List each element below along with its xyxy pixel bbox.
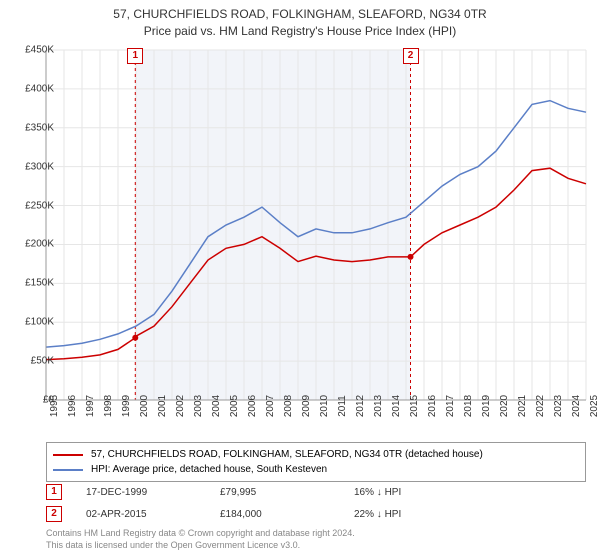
footer-line-1: Contains HM Land Registry data © Crown c… bbox=[46, 528, 355, 540]
chart-svg bbox=[46, 50, 586, 400]
x-tick-label: 2017 bbox=[445, 395, 456, 417]
x-tick-label: 2007 bbox=[265, 395, 276, 417]
y-tick-label: £350K bbox=[14, 122, 54, 133]
marker-badge-1: 1 bbox=[46, 484, 62, 500]
x-tick-label: 2021 bbox=[517, 395, 528, 417]
y-tick-label: £100K bbox=[14, 317, 54, 328]
x-tick-label: 2000 bbox=[139, 395, 150, 417]
y-tick-label: £0 bbox=[14, 395, 54, 406]
footer: Contains HM Land Registry data © Crown c… bbox=[46, 528, 355, 551]
x-tick-label: 2015 bbox=[409, 395, 420, 417]
x-tick-label: 2006 bbox=[247, 395, 258, 417]
transaction-row-1: 1 17-DEC-1999 £79,995 16% ↓ HPI bbox=[46, 484, 586, 500]
x-tick-label: 2001 bbox=[157, 395, 168, 417]
legend-label-1: 57, CHURCHFIELDS ROAD, FOLKINGHAM, SLEAF… bbox=[91, 447, 483, 462]
transaction-delta-1: 16% ↓ HPI bbox=[354, 487, 464, 498]
x-tick-label: 2009 bbox=[301, 395, 312, 417]
x-tick-label: 1997 bbox=[85, 395, 96, 417]
y-tick-label: £300K bbox=[14, 161, 54, 172]
x-tick-label: 2004 bbox=[211, 395, 222, 417]
x-tick-label: 2011 bbox=[337, 395, 348, 417]
transaction-delta-2: 22% ↓ HPI bbox=[354, 509, 464, 520]
transaction-date-2: 02-APR-2015 bbox=[86, 509, 196, 520]
x-tick-label: 1995 bbox=[49, 395, 60, 417]
x-tick-label: 1996 bbox=[67, 395, 78, 417]
y-tick-label: £450K bbox=[14, 45, 54, 56]
transaction-row-2: 2 02-APR-2015 £184,000 22% ↓ HPI bbox=[46, 506, 586, 522]
y-tick-label: £250K bbox=[14, 200, 54, 211]
x-tick-label: 2005 bbox=[229, 395, 240, 417]
legend: 57, CHURCHFIELDS ROAD, FOLKINGHAM, SLEAF… bbox=[46, 442, 586, 482]
x-tick-label: 2025 bbox=[589, 395, 600, 417]
legend-item-1: 57, CHURCHFIELDS ROAD, FOLKINGHAM, SLEAF… bbox=[53, 447, 579, 462]
transaction-price-2: £184,000 bbox=[220, 509, 330, 520]
y-tick-label: £150K bbox=[14, 278, 54, 289]
legend-label-2: HPI: Average price, detached house, Sout… bbox=[91, 462, 327, 477]
chart-plot-area bbox=[46, 50, 586, 400]
x-tick-label: 2012 bbox=[355, 395, 366, 417]
transaction-price-1: £79,995 bbox=[220, 487, 330, 498]
x-tick-label: 2008 bbox=[283, 395, 294, 417]
title-line-2: Price paid vs. HM Land Registry's House … bbox=[0, 23, 600, 40]
x-tick-label: 2014 bbox=[391, 395, 402, 417]
chart-container: 57, CHURCHFIELDS ROAD, FOLKINGHAM, SLEAF… bbox=[0, 0, 600, 560]
footer-line-2: This data is licensed under the Open Gov… bbox=[46, 540, 355, 552]
x-tick-label: 2024 bbox=[571, 395, 582, 417]
title-block: 57, CHURCHFIELDS ROAD, FOLKINGHAM, SLEAF… bbox=[0, 0, 600, 40]
x-tick-label: 2022 bbox=[535, 395, 546, 417]
x-tick-label: 2016 bbox=[427, 395, 438, 417]
chart-marker-2: 2 bbox=[403, 48, 419, 64]
legend-swatch-2 bbox=[53, 469, 83, 471]
x-tick-label: 2019 bbox=[481, 395, 492, 417]
x-tick-label: 1999 bbox=[121, 395, 132, 417]
legend-item-2: HPI: Average price, detached house, Sout… bbox=[53, 462, 579, 477]
chart-marker-1: 1 bbox=[127, 48, 143, 64]
x-tick-label: 1998 bbox=[103, 395, 114, 417]
y-tick-label: £400K bbox=[14, 83, 54, 94]
title-line-1: 57, CHURCHFIELDS ROAD, FOLKINGHAM, SLEAF… bbox=[0, 6, 600, 23]
y-tick-label: £50K bbox=[14, 356, 54, 367]
transaction-rows: 1 17-DEC-1999 £79,995 16% ↓ HPI 2 02-APR… bbox=[46, 484, 586, 528]
x-tick-label: 2020 bbox=[499, 395, 510, 417]
transaction-date-1: 17-DEC-1999 bbox=[86, 487, 196, 498]
marker-badge-2: 2 bbox=[46, 506, 62, 522]
x-tick-label: 2002 bbox=[175, 395, 186, 417]
x-tick-label: 2003 bbox=[193, 395, 204, 417]
x-tick-label: 2013 bbox=[373, 395, 384, 417]
x-tick-label: 2010 bbox=[319, 395, 330, 417]
x-tick-label: 2023 bbox=[553, 395, 564, 417]
legend-swatch-1 bbox=[53, 454, 83, 456]
x-tick-label: 2018 bbox=[463, 395, 474, 417]
y-tick-label: £200K bbox=[14, 239, 54, 250]
